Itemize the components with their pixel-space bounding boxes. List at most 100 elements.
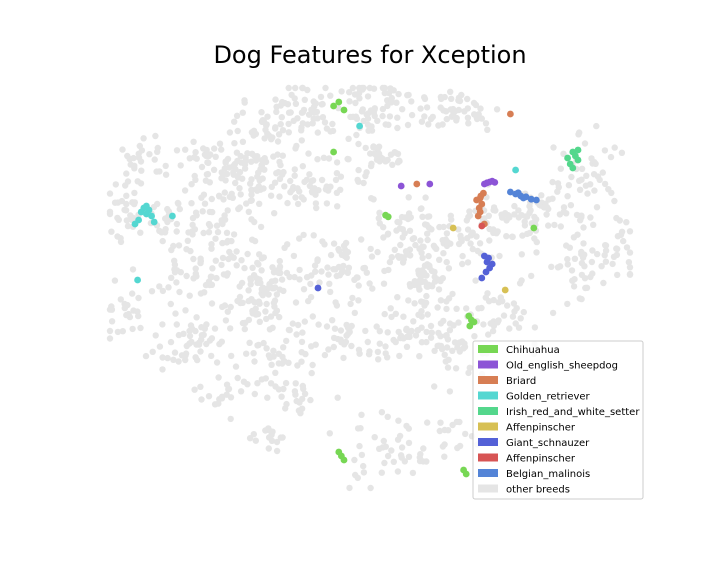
point-other-breeds-672 bbox=[330, 266, 337, 273]
point-other-breeds-112 bbox=[482, 120, 490, 127]
point-other-breeds-1078 bbox=[182, 356, 189, 364]
point-other-breeds-1007 bbox=[578, 295, 585, 303]
point-other-breeds-1092 bbox=[149, 348, 156, 355]
point-other-breeds-1434 bbox=[462, 430, 469, 438]
point-other-breeds-1355 bbox=[301, 390, 309, 397]
point-other-breeds-257 bbox=[210, 166, 218, 173]
point-other-breeds-867 bbox=[564, 193, 571, 200]
point-other-breeds-1096 bbox=[222, 317, 230, 324]
point-other-breeds-670 bbox=[327, 288, 334, 296]
point-other-breeds-1139 bbox=[263, 345, 270, 352]
point-other-breeds-1471 bbox=[423, 272, 430, 279]
point-other-breeds-237 bbox=[294, 200, 302, 208]
point-other-breeds-1151 bbox=[337, 327, 345, 334]
point-other-breeds-1463 bbox=[429, 283, 436, 290]
point-other-breeds-1010 bbox=[549, 309, 557, 317]
point-other-breeds-1464 bbox=[423, 292, 430, 300]
point-other-breeds-1429 bbox=[456, 442, 464, 450]
point-other-breeds-1051 bbox=[182, 307, 189, 314]
point-other-breeds-138 bbox=[464, 114, 472, 122]
point-other-breeds-116 bbox=[423, 104, 431, 111]
point-other-breeds-528 bbox=[129, 266, 137, 273]
point-other-breeds-893 bbox=[511, 211, 518, 218]
point-other-breeds-816 bbox=[464, 259, 472, 266]
point-other-breeds-392 bbox=[151, 156, 158, 163]
point-other-breeds-502 bbox=[193, 155, 200, 162]
point-other-breeds-87 bbox=[371, 112, 378, 120]
point-other-breeds-527 bbox=[190, 255, 197, 263]
point-other-breeds-219 bbox=[173, 147, 181, 154]
point-other-breeds-296 bbox=[284, 199, 291, 207]
point-other-breeds-26 bbox=[305, 111, 313, 118]
point-other-breeds-1032 bbox=[123, 311, 130, 319]
point-other-breeds-157 bbox=[453, 117, 460, 124]
point-giant-schnauzer-6-3 bbox=[488, 260, 496, 268]
point-other-breeds-853 bbox=[518, 251, 525, 258]
point-other-breeds-1095 bbox=[272, 309, 279, 317]
point-other-breeds-942 bbox=[581, 140, 589, 147]
point-giant-schnauzer-6-5 bbox=[482, 268, 490, 276]
point-other-breeds-462 bbox=[223, 229, 231, 236]
point-other-breeds-1054 bbox=[159, 287, 167, 295]
point-other-breeds-561 bbox=[205, 229, 213, 236]
point-other-breeds-1079 bbox=[182, 350, 190, 357]
point-giant-schnauzer-6-7 bbox=[314, 284, 322, 292]
point-other-breeds-103 bbox=[346, 89, 353, 96]
point-other-breeds-358 bbox=[382, 158, 389, 165]
point-other-breeds-526 bbox=[209, 265, 216, 272]
point-other-breeds-233 bbox=[256, 200, 263, 207]
point-other-breeds-647 bbox=[258, 285, 265, 293]
point-other-breeds-261 bbox=[271, 210, 278, 217]
point-other-breeds-1308 bbox=[531, 324, 539, 331]
point-other-breeds-899 bbox=[576, 186, 584, 193]
point-other-breeds-882 bbox=[515, 207, 522, 214]
point-other-breeds-1415 bbox=[424, 419, 431, 426]
point-other-breeds-696 bbox=[354, 274, 361, 281]
point-other-breeds-1208 bbox=[418, 339, 426, 346]
point-other-breeds-1097 bbox=[245, 316, 253, 324]
point-other-breeds-193 bbox=[274, 138, 282, 145]
point-other-breeds-384 bbox=[162, 171, 170, 178]
point-other-breeds-224 bbox=[205, 152, 212, 160]
point-other-breeds-1039 bbox=[137, 324, 144, 332]
point-other-breeds-1061 bbox=[159, 366, 166, 373]
point-other-breeds-1158 bbox=[364, 338, 371, 346]
point-other-breeds-99 bbox=[374, 117, 381, 125]
point-briard-2-7 bbox=[480, 189, 487, 197]
point-other-breeds-1306 bbox=[510, 300, 518, 307]
point-other-breeds-655 bbox=[230, 254, 237, 261]
point-other-breeds-602 bbox=[278, 276, 286, 283]
point-other-breeds-1338 bbox=[215, 400, 222, 407]
point-other-breeds-1099 bbox=[283, 337, 290, 345]
point-other-breeds-559 bbox=[148, 288, 156, 295]
point-other-breeds-501 bbox=[228, 237, 235, 245]
point-other-breeds-702 bbox=[358, 236, 365, 243]
point-other-breeds-419 bbox=[106, 210, 114, 218]
point-other-breeds-1425 bbox=[420, 458, 427, 465]
point-other-breeds-1003 bbox=[563, 242, 570, 249]
point-other-breeds-1377 bbox=[405, 439, 413, 447]
point-other-breeds-1200 bbox=[387, 305, 394, 312]
point-other-breeds-943 bbox=[555, 184, 562, 191]
point-other-breeds-933 bbox=[557, 165, 564, 172]
point-other-breeds-187 bbox=[279, 127, 287, 134]
point-other-breeds-498 bbox=[208, 195, 215, 203]
point-other-breeds-311 bbox=[308, 177, 315, 185]
point-other-breeds-1030 bbox=[106, 306, 114, 313]
point-other-breeds-371 bbox=[119, 146, 126, 153]
point-other-breeds-1132 bbox=[275, 350, 282, 357]
point-other-breeds-1397 bbox=[360, 462, 367, 470]
point-other-breeds-1329 bbox=[223, 381, 231, 388]
point-other-breeds-101 bbox=[368, 123, 375, 130]
point-other-breeds-535 bbox=[165, 284, 172, 291]
point-other-breeds-1009 bbox=[580, 240, 587, 247]
point-other-breeds-1028 bbox=[129, 290, 136, 297]
point-other-breeds-12 bbox=[317, 93, 325, 101]
point-other-breeds-1136 bbox=[293, 331, 300, 338]
point-other-breeds-155 bbox=[441, 93, 448, 101]
point-other-breeds-1418 bbox=[403, 422, 410, 430]
point-other-breeds-863 bbox=[501, 210, 509, 217]
legend-swatch-giant-schnauzer-6 bbox=[478, 438, 498, 446]
point-other-breeds-420 bbox=[131, 189, 138, 197]
point-other-breeds-1452 bbox=[431, 278, 439, 285]
